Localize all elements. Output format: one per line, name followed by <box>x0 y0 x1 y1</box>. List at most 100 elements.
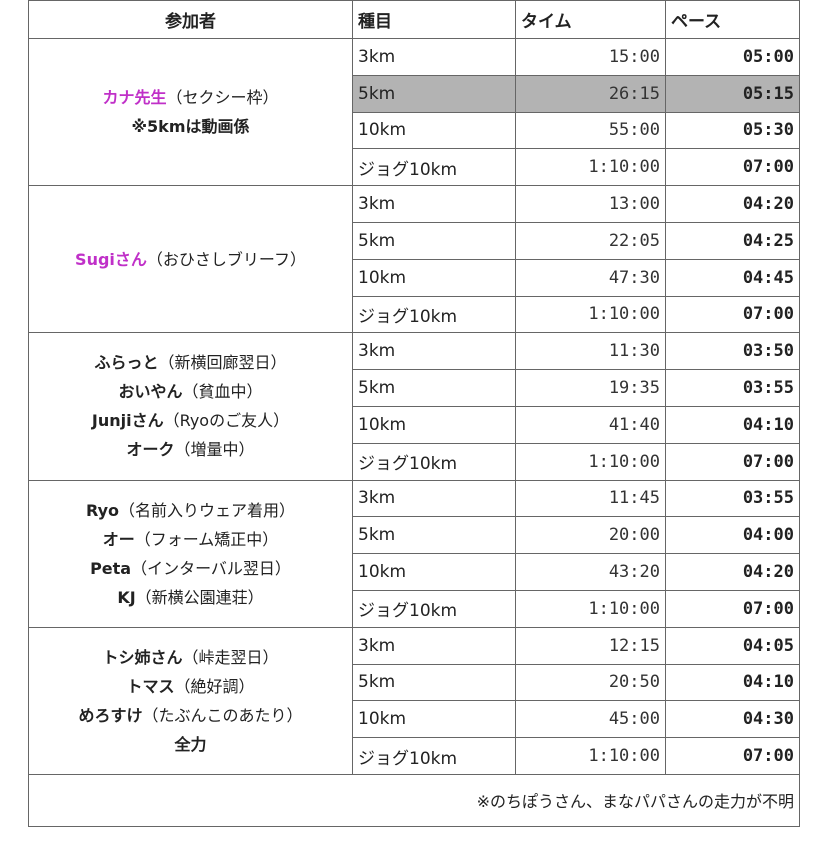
event-cell: 5km <box>352 516 516 555</box>
pace-cell: 04:00 <box>665 516 800 555</box>
participant-name: めろすけ <box>78 705 143 725</box>
time-cell: 55:00 <box>515 111 666 150</box>
result-row: Ryo（名前入りウェア着用） オー（フォーム矯正中） Peta（インターバル翌日） K… <box>28 479 800 628</box>
time-cell: 19:35 <box>515 369 666 407</box>
participants-cell: ふらっと（新横回廊翌日） おいやん（貧血中） Junjiさん（Ryoのご友人） オーク… <box>28 332 353 481</box>
participants-cell: Sugiさん（おひさしブリーフ） <box>28 185 353 334</box>
result-row: ふらっと（新横回廊翌日） おいやん（貧血中） Junjiさん（Ryoのご友人） オーク… <box>28 332 800 481</box>
event-cell: 3km <box>352 38 516 76</box>
header-cell: ペース <box>665 0 800 39</box>
participant: オー（フォーム矯正中） <box>34 525 347 554</box>
participant: トシ姉さん（峠走翌日） <box>34 643 347 672</box>
participant: オーク（増量中） <box>34 435 347 464</box>
time-cell: 45:00 <box>515 700 666 739</box>
participant: 全力 <box>34 730 347 759</box>
result-row: カナ先生（セクシー枠） ※5kmは動画係 3km 15:00 05:00 <box>28 37 800 187</box>
result-row: ジョグ10km 1:10:00 07:00 <box>29 295 800 334</box>
time-cell: 41:40 <box>515 405 666 444</box>
pace-cell: 05:00 <box>665 38 800 76</box>
pace-cell: 03:50 <box>665 332 800 371</box>
pace-cell: 03:55 <box>665 369 800 407</box>
event-cell: ジョグ10km <box>352 737 516 775</box>
pace-cell: 04:30 <box>665 700 800 739</box>
event-cell: 10km <box>352 111 516 150</box>
result-row: トシ姉さん（峠走翌日） トマス（絶好調） めろすけ（たぶんこのあたり） 全力 3km 12… <box>28 626 800 775</box>
participant-note: （峠走翌日） <box>182 647 279 667</box>
event-cell: ジョグ10km <box>352 295 516 334</box>
result-row: ジョグ10km 1:10:00 07:00 <box>29 737 800 775</box>
time-cell: 11:45 <box>515 479 666 518</box>
event-cell: 5km <box>352 221 516 260</box>
result-row: 10km 41:40 04:10 <box>29 405 800 444</box>
event-cell: 10km <box>352 258 516 297</box>
event-cell: 3km <box>352 185 516 223</box>
participants-cell: カナ先生（セクシー枠） ※5kmは動画係 <box>28 37 353 187</box>
participant: おいやん（貧血中） <box>34 377 347 406</box>
footer-note: ※のちぽうさん、まなパパさんの走力が不明 <box>28 773 800 827</box>
result-row: 5km 19:35 03:55 <box>29 369 800 407</box>
participant: めろすけ（たぶんこのあたり） <box>34 701 347 730</box>
participant-name: オー <box>102 529 135 549</box>
participant-name: Sugiさん <box>75 249 147 269</box>
participant: Junjiさん（Ryoのご友人） <box>34 406 347 435</box>
result-row: Sugiさん（おひさしブリーフ） 3km 13:00 04:20 <box>28 185 800 334</box>
participant-name: ふらっと <box>94 353 159 373</box>
participant-note: （増量中） <box>174 440 255 460</box>
participant-name: カナ先生 <box>102 88 167 108</box>
participant-note: （インターバル翌日） <box>131 558 291 578</box>
event-cell: 5km <box>352 74 516 113</box>
participant-note: （新横回廊翌日） <box>158 353 287 373</box>
event-cell: 5km <box>352 663 516 702</box>
pace-cell: 07:00 <box>665 589 800 628</box>
result-row: ジョグ10km 1:10:00 07:00 <box>29 589 800 628</box>
participant: カナ先生（セクシー枠） <box>34 83 347 112</box>
participant-name: トマス <box>126 676 175 696</box>
event-cell: 10km <box>352 700 516 739</box>
time-cell: 15:00 <box>515 38 666 76</box>
participant: ふらっと（新横回廊翌日） <box>34 348 347 377</box>
participant: トマス（絶好調） <box>34 672 347 701</box>
event-cell: 10km <box>352 553 516 591</box>
footer-row: ※のちぽうさん、まなパパさんの走力が不明 <box>28 773 800 827</box>
results-table: 参加者 種目 タイム ペース カナ先生（セクシー枠） ※5kmは動画係 3km 15:… <box>28 0 800 827</box>
time-cell: 1:10:00 <box>515 148 666 187</box>
table-body: カナ先生（セクシー枠） ※5kmは動画係 3km 15:00 05:00 5km 26:15… <box>28 37 800 827</box>
participant: KJ（新横公園連荘） <box>34 583 347 612</box>
time-cell: 1:10:00 <box>515 589 666 628</box>
participant: Ryo（名前入りウェア着用） <box>34 496 347 525</box>
event-cell: ジョグ10km <box>352 589 516 628</box>
result-row: 5km 26:15 05:15 <box>29 74 800 113</box>
pace-cell: 07:00 <box>665 737 800 775</box>
result-row: 10km 47:30 04:45 <box>29 258 800 297</box>
time-cell: 22:05 <box>515 221 666 260</box>
event-cell: 3km <box>352 626 516 665</box>
header-cell: タイム <box>515 0 666 39</box>
time-cell: 20:00 <box>515 516 666 555</box>
result-row: 5km 22:05 04:25 <box>29 221 800 260</box>
participant-note: （名前入りウェア着用） <box>119 500 296 520</box>
participant-name: トシ姉さん <box>102 647 183 667</box>
header-cell: 種目 <box>352 0 516 39</box>
pace-cell: 05:30 <box>665 111 800 150</box>
participant-note: （セクシー枠） <box>166 88 279 108</box>
pace-cell: 04:10 <box>665 663 800 702</box>
participant-name: おいやん <box>118 382 183 402</box>
participant-name: オーク <box>126 440 175 460</box>
event-cell: 3km <box>352 479 516 518</box>
participant: Peta（インターバル翌日） <box>34 554 347 583</box>
participant: Sugiさん（おひさしブリーフ） <box>34 245 347 274</box>
result-row: 10km 45:00 04:30 <box>29 700 800 739</box>
pace-cell: 04:20 <box>665 185 800 223</box>
event-cell: 5km <box>352 369 516 407</box>
time-cell: 13:00 <box>515 185 666 223</box>
event-cell: 3km <box>352 332 516 371</box>
pace-cell: 04:10 <box>665 405 800 444</box>
participant-note: （Ryoのご友人） <box>163 411 290 431</box>
time-cell: 47:30 <box>515 258 666 297</box>
participant-name: 全力 <box>174 734 207 754</box>
pace-cell: 03:55 <box>665 479 800 518</box>
time-cell: 20:50 <box>515 663 666 702</box>
header-cell: 参加者 <box>28 0 353 39</box>
time-cell: 1:10:00 <box>515 295 666 334</box>
